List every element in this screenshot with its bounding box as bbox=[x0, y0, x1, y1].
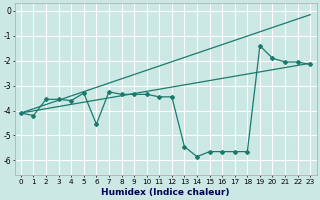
X-axis label: Humidex (Indice chaleur): Humidex (Indice chaleur) bbox=[101, 188, 230, 197]
